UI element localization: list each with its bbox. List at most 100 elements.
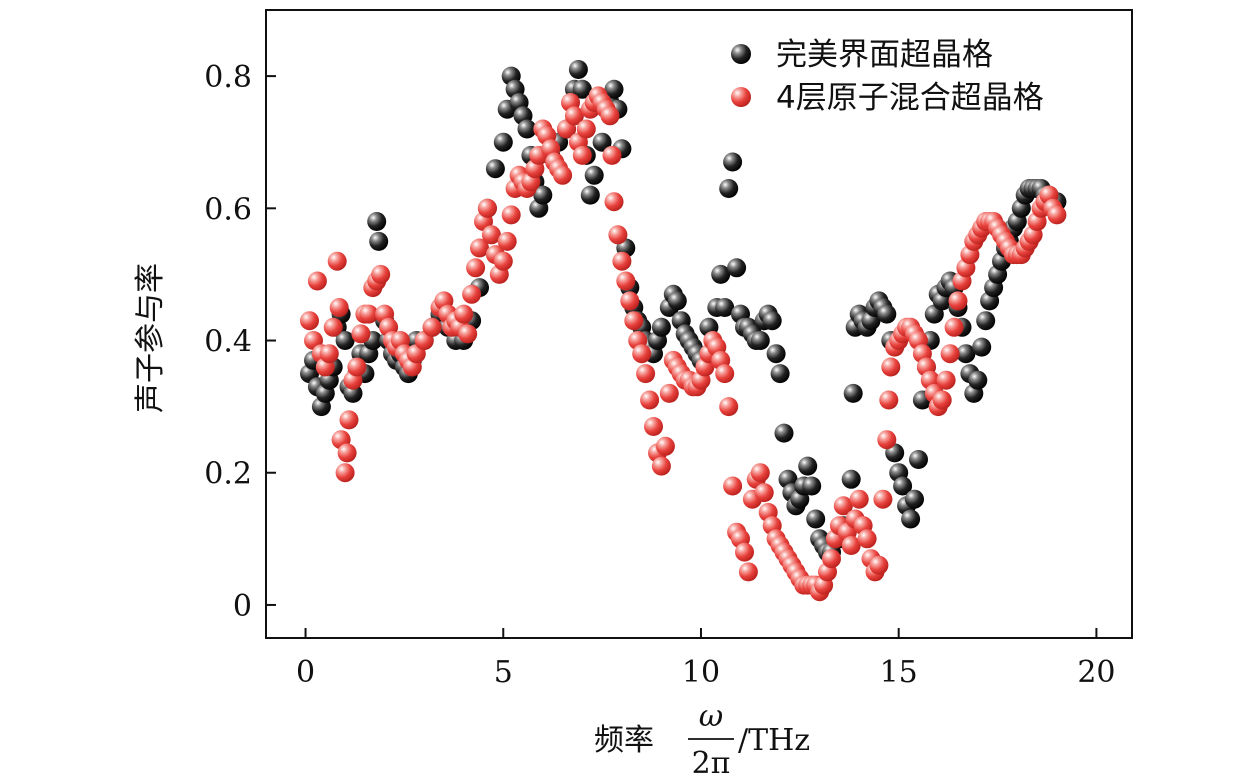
data-point — [367, 212, 387, 231]
x-tick-label: 20 — [1077, 655, 1115, 690]
data-point — [337, 443, 357, 463]
data-point — [893, 476, 913, 496]
data-point — [470, 238, 489, 258]
data-point — [727, 258, 747, 278]
data-point — [849, 489, 869, 509]
data-point — [493, 132, 513, 152]
data-point — [750, 331, 770, 350]
data-point — [644, 417, 663, 436]
data-point — [841, 536, 861, 555]
data-point — [584, 165, 604, 185]
data-point — [616, 271, 636, 291]
data-point — [715, 364, 735, 384]
data-point — [517, 119, 537, 139]
data-point — [339, 410, 359, 430]
data-point — [833, 496, 853, 516]
data-point — [323, 317, 343, 337]
data-point — [754, 483, 774, 503]
data-point — [307, 271, 327, 291]
data-point — [948, 291, 968, 311]
x-tick-label: 5 — [494, 655, 513, 690]
axis-ticks — [266, 75, 1098, 638]
data-point — [944, 317, 964, 337]
y-tick-label: 0 — [233, 589, 252, 624]
data-point — [553, 165, 573, 185]
data-point — [667, 291, 687, 311]
axis-tick-labels: 0 5 10 15 20 0 0.2 0.4 0.6 0.8 — [204, 60, 1115, 690]
data-point — [351, 324, 371, 344]
data-point — [762, 311, 782, 331]
x-axis-label-frac-numerator: ω — [699, 699, 723, 734]
data-point — [600, 106, 620, 126]
data-point — [940, 344, 960, 364]
data-point — [572, 79, 592, 99]
data-point — [462, 284, 482, 304]
data-point — [723, 476, 743, 496]
x-tick-label: 10 — [682, 655, 720, 690]
data-point — [466, 258, 486, 278]
data-point — [422, 317, 442, 337]
data-point — [877, 430, 897, 450]
data-point — [497, 231, 517, 251]
data-point — [329, 298, 349, 317]
data-point — [715, 298, 735, 317]
data-point — [909, 450, 928, 469]
data-point — [881, 357, 901, 377]
data-point — [636, 364, 656, 384]
data-point — [711, 264, 731, 284]
data-point — [651, 317, 671, 337]
data-point — [369, 231, 389, 251]
data-point — [766, 344, 786, 364]
data-point — [822, 549, 841, 569]
data-point — [719, 397, 739, 417]
y-tick-label: 0.4 — [204, 325, 252, 360]
data-point — [798, 456, 818, 476]
data-point — [873, 489, 893, 509]
data-point — [359, 304, 379, 324]
data-point — [624, 311, 644, 331]
data-point — [738, 562, 758, 582]
data-point — [770, 364, 790, 384]
series-perfect-interface — [300, 60, 1067, 562]
data-point — [968, 370, 988, 390]
data-point — [477, 198, 497, 218]
data-point — [335, 463, 355, 483]
data-point — [300, 311, 319, 331]
data-point — [454, 304, 474, 324]
data-point — [604, 192, 624, 212]
data-point — [608, 225, 628, 245]
x-axis-label-prefix: 频率 — [594, 723, 654, 758]
plot-frame — [265, 9, 1133, 639]
data-point — [869, 555, 889, 575]
data-point — [879, 390, 899, 410]
data-point — [592, 132, 612, 152]
x-axis-label-frac-denominator: 2π — [692, 746, 731, 778]
data-point — [335, 331, 355, 350]
data-point — [877, 304, 897, 324]
data-point — [602, 145, 622, 165]
data-point — [841, 469, 861, 489]
series-4-layer-mixed — [300, 86, 1067, 602]
y-tick-label: 0.6 — [204, 192, 252, 227]
data-point — [319, 344, 339, 364]
data-point — [905, 489, 924, 509]
x-axis-label: 频率 ω 2π /THz — [594, 699, 810, 778]
legend-entry-4-layer-mixed: 4层原子混合超晶格 — [731, 80, 1044, 116]
data-point — [580, 185, 600, 205]
data-point — [485, 159, 505, 179]
data-point — [806, 509, 826, 529]
x-tick-label: 0 — [296, 655, 315, 690]
data-point — [572, 145, 592, 165]
data-point — [371, 264, 391, 284]
data-point — [659, 383, 679, 403]
data-point — [347, 357, 367, 377]
data-point — [604, 79, 624, 99]
y-tick-label: 0.8 — [204, 60, 252, 95]
data-point — [976, 311, 996, 331]
data-point — [640, 390, 660, 410]
data-point — [651, 456, 671, 476]
data-point — [576, 119, 596, 139]
data-point — [501, 205, 521, 225]
legend-marker-perfect-interface — [731, 44, 751, 64]
